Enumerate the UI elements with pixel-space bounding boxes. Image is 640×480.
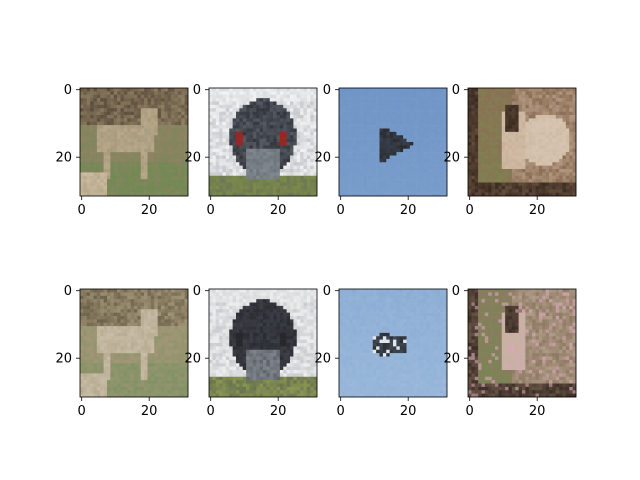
image-horse-reconstruction	[468, 289, 576, 397]
x-tick-label: 20	[270, 203, 287, 218]
x-tick-label: 0	[466, 404, 474, 419]
y-tick-label: 0	[193, 83, 201, 98]
y-tick-label: 0	[452, 83, 460, 98]
x-tick-label: 0	[207, 404, 215, 419]
y-tick-label: 20	[443, 352, 460, 367]
x-tick-label: 0	[78, 203, 86, 218]
image-ostrich-face-reconstruction	[209, 289, 317, 397]
x-tick-label: 20	[270, 404, 287, 419]
x-tick-label: 0	[207, 203, 215, 218]
panel-original-2: 0 20 0 20	[184, 83, 317, 218]
y-tick-label: 0	[64, 284, 72, 299]
panel-original-3: 0 20 0 20	[314, 83, 447, 218]
y-tick-label: 0	[323, 284, 331, 299]
x-tick-label: 0	[337, 203, 345, 218]
x-tick-label: 0	[466, 203, 474, 218]
y-tick-label: 0	[323, 83, 331, 98]
y-tick-label: 20	[55, 352, 72, 367]
y-tick-label: 20	[314, 151, 331, 166]
x-tick-label: 0	[337, 404, 345, 419]
y-tick-label: 20	[314, 352, 331, 367]
image-airplane-original	[339, 88, 447, 196]
x-tick-label: 20	[141, 203, 158, 218]
panel-original-4: 0 20 0 20	[443, 83, 576, 218]
image-ostrich-face-original	[209, 88, 317, 196]
panel-reconstruction-2: 0 20 0 20	[184, 284, 317, 419]
image-deer-reconstruction	[80, 289, 188, 397]
y-tick-label: 20	[184, 352, 201, 367]
y-tick-label: 20	[443, 151, 460, 166]
image-airplane-reconstruction	[339, 289, 447, 397]
x-tick-label: 20	[529, 203, 546, 218]
image-deer-original	[80, 88, 188, 196]
panel-reconstruction-4: 0 20 0 20	[443, 284, 576, 419]
y-tick-label: 0	[64, 83, 72, 98]
image-horse-original	[468, 88, 576, 196]
panel-reconstruction-3: 0 20 0 20	[314, 284, 447, 419]
panel-reconstruction-1: 0 20 0 20	[55, 284, 188, 419]
x-tick-label: 20	[400, 203, 417, 218]
panel-original-1: 0 20 0 20	[55, 83, 188, 218]
x-tick-label: 0	[78, 404, 86, 419]
y-tick-label: 0	[193, 284, 201, 299]
y-tick-label: 20	[184, 151, 201, 166]
x-tick-label: 20	[529, 404, 546, 419]
x-tick-label: 20	[141, 404, 158, 419]
x-tick-label: 20	[400, 404, 417, 419]
y-tick-label: 20	[55, 151, 72, 166]
y-tick-label: 0	[452, 284, 460, 299]
